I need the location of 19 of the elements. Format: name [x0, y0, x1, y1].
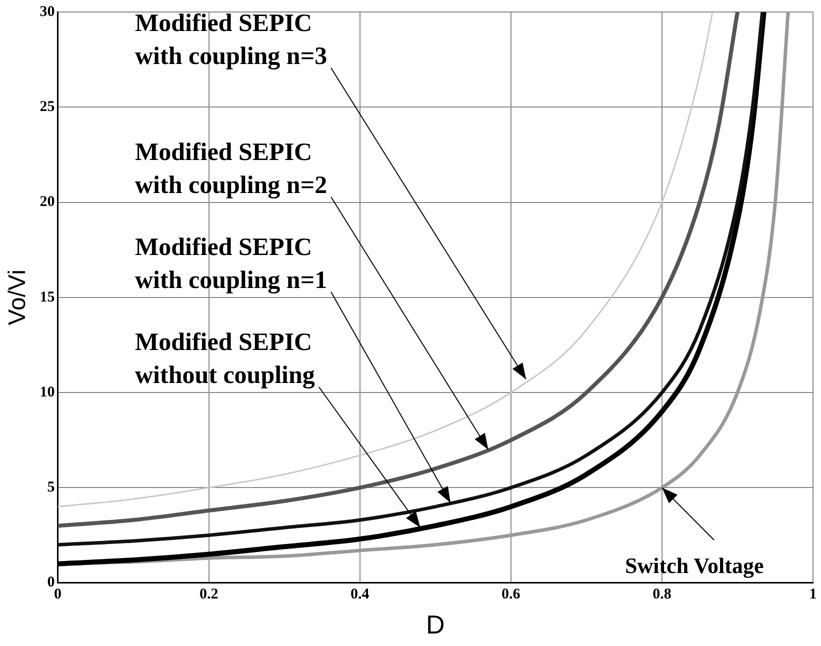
x-axis-title: D [426, 610, 445, 640]
x-tick-label: 1 [809, 586, 817, 603]
y-tick-label: 25 [40, 99, 55, 116]
annotation: Modified SEPIC with coupling n=3 [135, 10, 328, 70]
y-tick-label: 10 [40, 384, 55, 400]
y-tick-label: 5 [47, 480, 55, 496]
x-tick-label: 0.4 [350, 586, 370, 603]
annotation: Modified SEPIC with coupling n=1 [135, 234, 328, 294]
y-tick-label: 30 [40, 4, 55, 20]
annotation: Modified SEPIC with coupling n=2 [135, 139, 328, 199]
y-tick-label: 0 [47, 574, 55, 591]
y-tick-label: 15 [40, 289, 55, 306]
annotation: Modified SEPIC without coupling [135, 329, 316, 389]
y-tick-label: 20 [40, 194, 55, 210]
x-tick-label: 0.6 [502, 586, 521, 603]
x-tick-label: 0.8 [652, 586, 672, 603]
annotation: Switch Voltage [625, 553, 764, 578]
y-axis-title: Vo/Vi [4, 270, 32, 326]
x-tick-label: 0.2 [199, 586, 218, 603]
